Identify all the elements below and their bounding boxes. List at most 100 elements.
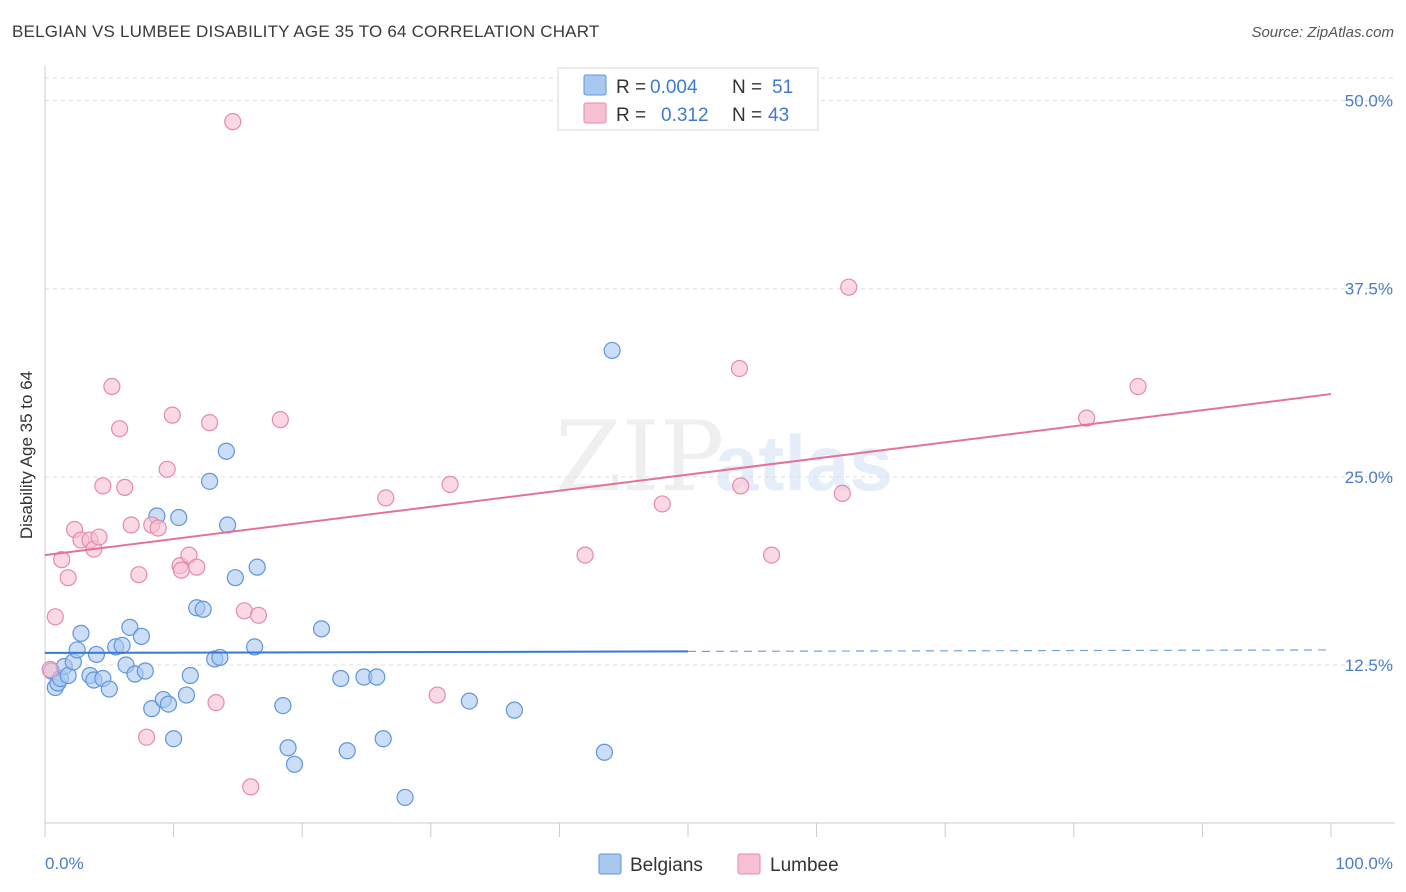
lumbee-point (653, 495, 671, 513)
belgians-point (595, 743, 614, 761)
belgians-point (68, 641, 86, 659)
stats-legend-r-label-2: R = (616, 105, 646, 126)
lumbee-point (1129, 377, 1147, 396)
belgians-point (201, 472, 219, 490)
lumbee-point (428, 686, 446, 704)
belgians-point (132, 627, 151, 645)
stats-legend-r-value-1: 0.004 (650, 77, 698, 98)
y-tick-label: 25.0% (1345, 468, 1393, 487)
belgians-trend-line (44, 650, 689, 654)
stats-legend-n-label-2: N = (732, 105, 762, 126)
belgians-point (165, 730, 183, 748)
belgians-point (87, 645, 106, 664)
belgians-point (226, 569, 244, 587)
belgians-point (194, 600, 212, 618)
lumbee-point (224, 113, 242, 131)
x-tick-label: 100.0% (1335, 854, 1393, 873)
x-tick-labels: 0.0% 100.0% (45, 854, 1393, 873)
lumbee-point (840, 278, 858, 296)
belgians-point (217, 442, 235, 460)
y-axis-title: Disability Age 35 to 64 (17, 371, 36, 539)
lumbee-point (137, 728, 156, 746)
belgians-point (368, 668, 386, 686)
belgians-point (136, 662, 154, 680)
lumbee-point (116, 478, 134, 496)
chart-source: Source: ZipAtlas.com (1251, 24, 1394, 41)
belgians-point (279, 739, 297, 757)
belgians-point (121, 618, 139, 636)
lumbee-point (122, 516, 140, 534)
watermark-zip: ZIP (555, 401, 724, 513)
lumbee-point (172, 561, 190, 579)
lumbee-trend-line (44, 393, 1332, 557)
lumbee-point (188, 558, 206, 576)
belgians-point (143, 700, 161, 718)
stats-legend-r-value-2: 0.312 (661, 105, 709, 126)
lumbee-point (110, 420, 129, 438)
lumbee-point (163, 406, 181, 424)
lumbee-point (41, 660, 59, 679)
belgians-point (274, 697, 292, 715)
lumbee-point (730, 359, 749, 378)
lumbee-point (90, 528, 108, 546)
series-legend-swatch-belgians (598, 853, 622, 875)
lumbee-point (833, 484, 851, 502)
y-tick-labels: 12.5% 25.0% 37.5% 50.0% (1345, 92, 1393, 675)
y-tick-label: 37.5% (1345, 280, 1393, 299)
belgians-point (460, 692, 478, 710)
series-legend-swatch-lumbee (737, 853, 761, 875)
belgians-point (113, 636, 131, 655)
series-belgians-points (42, 341, 621, 807)
stats-legend-swatch-belgians (583, 74, 607, 96)
y-tick-label: 12.5% (1345, 656, 1393, 675)
lumbee-point (103, 377, 121, 396)
grid-lines (45, 77, 1395, 666)
belgians-point (312, 620, 331, 638)
belgians-point (159, 695, 178, 713)
belgians-point (177, 686, 196, 704)
lumbee-point (762, 546, 781, 564)
belgians-point (72, 624, 90, 642)
belgians-point (374, 730, 392, 748)
watermark: ZIP atlas (555, 401, 893, 513)
y-tick-label: 50.0% (1345, 92, 1393, 111)
lumbee-point (46, 608, 64, 626)
lumbee-point (158, 460, 176, 478)
belgians-point (396, 788, 414, 807)
belgians-point (285, 755, 304, 773)
lumbee-point (732, 477, 750, 495)
series-legend-label-lumbee: Lumbee (770, 855, 839, 876)
belgians-point (100, 680, 118, 698)
lumbee-point (201, 414, 219, 432)
lumbee-point (180, 546, 198, 564)
belgians-trend-extension (687, 649, 1332, 653)
lumbee-point (377, 489, 395, 507)
lumbee-point (130, 566, 148, 584)
lumbee-point (441, 475, 459, 493)
stats-legend-r-label-1: R = (616, 77, 646, 98)
stats-legend-n-label-1: N = (732, 77, 762, 98)
lumbee-point (207, 693, 225, 712)
lumbee-point (271, 411, 289, 429)
lumbee-point (59, 569, 77, 587)
lumbee-point (235, 602, 253, 620)
lumbee-point (1078, 409, 1096, 427)
belgians-point (181, 666, 199, 685)
stats-legend-swatch-lumbee (583, 102, 607, 124)
stats-legend-n-value-1: 51 (772, 77, 793, 98)
lumbee-point (249, 606, 268, 624)
series-legend-label-belgians: Belgians (630, 855, 703, 876)
lumbee-point (576, 546, 594, 564)
stats-legend: R = 0.004 N = 51 R = 0.312 N = 43 (557, 67, 819, 131)
series-lumbee-points (41, 113, 1147, 796)
belgians-point (246, 638, 264, 656)
lumbee-point (242, 778, 260, 796)
belgians-point (338, 742, 356, 760)
belgians-point (603, 341, 621, 360)
chart-title: BELGIAN VS LUMBEE DISABILITY AGE 35 TO 6… (12, 22, 600, 41)
stats-legend-n-value-2: 43 (768, 105, 789, 126)
trend-lines (44, 393, 1332, 654)
belgians-point (505, 701, 523, 719)
lumbee-point (94, 477, 112, 495)
